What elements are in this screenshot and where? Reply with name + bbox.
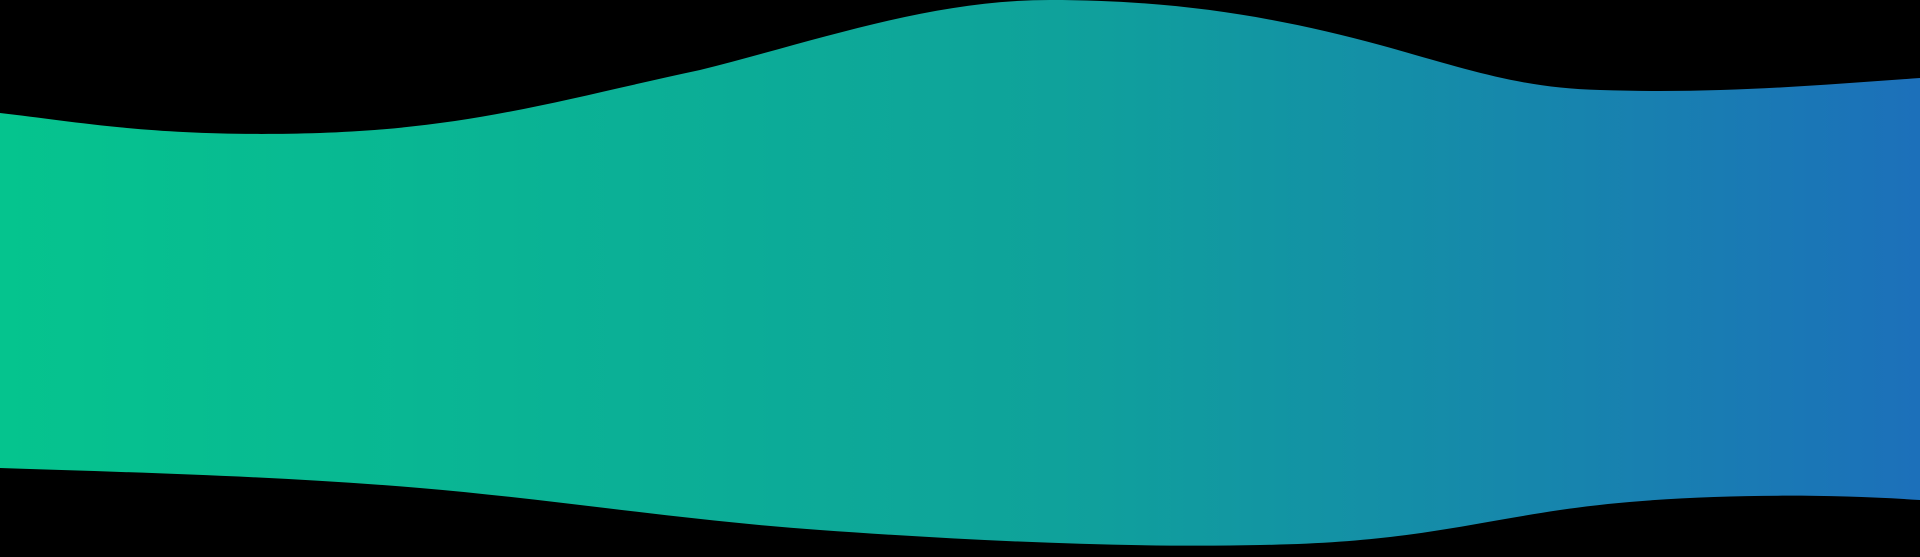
canvas bbox=[0, 0, 1920, 546]
wave-shape bbox=[0, 0, 1920, 546]
wave-banner bbox=[0, 0, 1920, 546]
